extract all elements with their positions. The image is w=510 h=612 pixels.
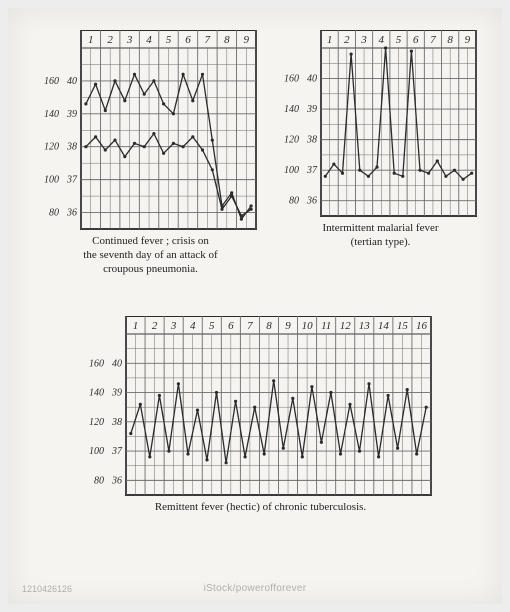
page-background: 123456789160401403912038100378036Continu…: [8, 8, 502, 604]
svg-text:120: 120: [89, 417, 104, 428]
svg-text:80: 80: [289, 196, 299, 207]
svg-text:36: 36: [111, 475, 122, 486]
svg-text:37: 37: [66, 175, 78, 186]
svg-text:4: 4: [146, 34, 152, 46]
svg-text:8: 8: [224, 34, 230, 46]
svg-text:120: 120: [284, 135, 299, 146]
svg-text:37: 37: [306, 165, 318, 176]
svg-text:7: 7: [205, 34, 211, 46]
svg-text:3: 3: [360, 34, 367, 46]
svg-text:39: 39: [306, 104, 317, 115]
svg-text:39: 39: [111, 388, 122, 399]
svg-text:160: 160: [89, 358, 104, 369]
svg-text:2: 2: [152, 320, 158, 332]
svg-text:38: 38: [111, 417, 122, 428]
svg-text:11: 11: [321, 320, 331, 332]
svg-text:13: 13: [359, 320, 371, 332]
svg-text:7: 7: [430, 34, 436, 46]
chart-caption: Remittent fever (hectic) of chronic tube…: [88, 497, 433, 515]
svg-text:5: 5: [209, 320, 215, 332]
svg-text:140: 140: [44, 109, 59, 120]
watermark-credit: powerofforever: [236, 583, 307, 594]
svg-text:16: 16: [416, 320, 428, 332]
svg-text:38: 38: [66, 142, 77, 153]
svg-text:5: 5: [396, 34, 402, 46]
svg-text:100: 100: [89, 446, 104, 457]
svg-text:80: 80: [94, 475, 104, 486]
svg-text:120: 120: [44, 142, 59, 153]
svg-text:140: 140: [284, 104, 299, 115]
chart-remittent-tuberculosis: 1234567891011121314151616040140391203810…: [88, 316, 433, 515]
svg-text:37: 37: [111, 446, 123, 457]
svg-text:36: 36: [66, 208, 77, 219]
svg-text:6: 6: [185, 34, 191, 46]
chart-caption: Intermittent malarial fever (tertian typ…: [283, 218, 478, 250]
svg-text:15: 15: [397, 320, 409, 332]
svg-text:1: 1: [133, 320, 139, 332]
svg-text:39: 39: [66, 109, 77, 120]
chart-intermittent-malarial: 123456789 160 40 140 39 120 38 100 37 80 36 Intermi…: [283, 30, 478, 250]
stock-watermark: iStock/powerofforever: [8, 583, 502, 594]
svg-text:40: 40: [67, 76, 77, 87]
image-id-label: 1210426126: [22, 584, 72, 594]
svg-text:2: 2: [107, 34, 113, 46]
svg-text:1: 1: [88, 34, 94, 46]
svg-text:80: 80: [49, 208, 59, 219]
svg-text:7: 7: [247, 320, 253, 332]
svg-text:140: 140: [89, 388, 104, 399]
svg-text:3: 3: [126, 34, 133, 46]
svg-text:3: 3: [170, 320, 177, 332]
svg-text:8: 8: [447, 34, 453, 46]
svg-text:160: 160: [44, 76, 59, 87]
svg-text:40: 40: [307, 74, 317, 85]
svg-text:9: 9: [244, 34, 250, 46]
svg-text:6: 6: [413, 34, 419, 46]
svg-text:38: 38: [306, 135, 317, 146]
svg-text:2: 2: [344, 34, 350, 46]
watermark-site: iStock: [204, 583, 233, 594]
svg-text:9: 9: [285, 320, 291, 332]
svg-text:10: 10: [302, 320, 314, 332]
svg-text:4: 4: [379, 34, 385, 46]
svg-text:160: 160: [284, 74, 299, 85]
svg-text:14: 14: [378, 320, 390, 332]
svg-text:4: 4: [190, 320, 196, 332]
svg-text:100: 100: [284, 165, 299, 176]
chart-continued-fever: 1 2 3 4 5 6 7 8 9 160 40 140 39 120 38 100 37 80 36 Continu…: [43, 30, 258, 276]
svg-text:100: 100: [44, 175, 59, 186]
svg-text:40: 40: [112, 358, 122, 369]
svg-text:8: 8: [266, 320, 272, 332]
chart-caption: Continued fever ; crisis on the seventh …: [43, 231, 258, 276]
svg-text:9: 9: [465, 34, 471, 46]
svg-text:12: 12: [340, 320, 352, 332]
svg-text:36: 36: [306, 196, 317, 207]
svg-text:6: 6: [228, 320, 234, 332]
svg-text:5: 5: [166, 34, 172, 46]
svg-text:1: 1: [327, 34, 333, 46]
